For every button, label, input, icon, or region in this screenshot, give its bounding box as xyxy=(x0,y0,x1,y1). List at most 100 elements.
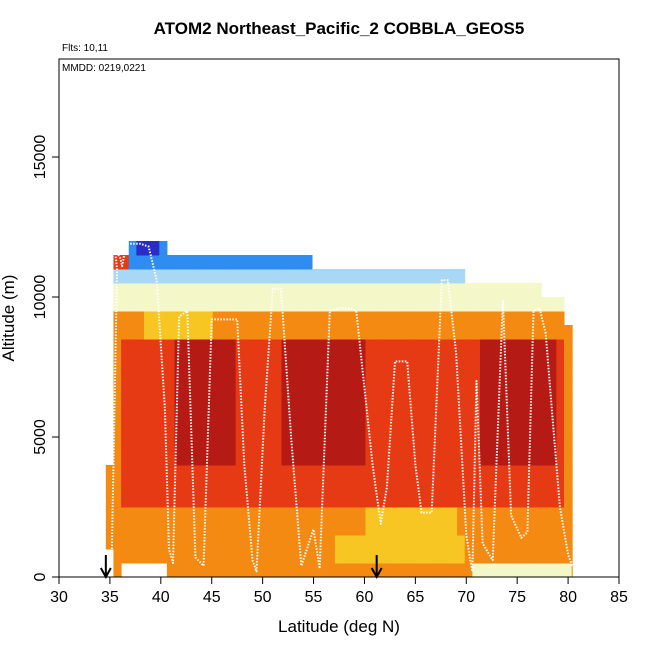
heatmap-cell xyxy=(403,493,412,508)
heatmap-cell xyxy=(144,437,153,452)
heatmap-cell xyxy=(495,535,504,550)
heatmap-cell xyxy=(495,507,504,522)
heatmap-cell xyxy=(144,353,153,368)
heatmap-cell xyxy=(250,521,260,536)
heatmap-cell xyxy=(334,535,344,550)
heatmap-cell xyxy=(144,367,153,382)
heatmap-cell xyxy=(373,339,382,354)
heatmap-cell xyxy=(182,479,191,494)
heatmap-cell xyxy=(289,563,298,578)
heatmap-cell xyxy=(396,563,405,578)
heatmap-cell xyxy=(472,339,481,354)
heatmap-cell xyxy=(357,423,366,438)
heatmap-cell xyxy=(441,465,450,480)
heatmap-cell xyxy=(296,549,305,564)
heatmap-cell xyxy=(189,255,198,270)
heatmap-cell xyxy=(289,325,298,340)
heatmap-cell xyxy=(243,353,252,368)
heatmap-cell xyxy=(220,381,229,396)
heatmap-cell xyxy=(365,493,374,508)
heatmap-cell xyxy=(571,409,573,424)
heatmap-cell xyxy=(327,465,336,480)
heatmap-cell xyxy=(189,437,198,452)
heatmap-cell xyxy=(556,381,565,396)
heatmap-cell xyxy=(258,283,267,298)
heatmap-cell xyxy=(182,283,191,298)
heatmap-cell xyxy=(205,255,214,270)
heatmap-cell xyxy=(205,325,214,340)
heatmap-cell xyxy=(472,493,481,508)
heatmap-cell xyxy=(128,241,137,256)
heatmap-cell xyxy=(464,311,473,326)
heatmap-cell xyxy=(396,353,405,368)
flights-label: Flts: 10,11 xyxy=(62,43,108,54)
heatmap-cell xyxy=(235,395,244,410)
heatmap-cell xyxy=(495,549,504,564)
heatmap-cell xyxy=(220,535,229,550)
heatmap-cell xyxy=(472,479,481,494)
heatmap-cell xyxy=(502,451,512,466)
heatmap-cell xyxy=(166,563,176,578)
heatmap-cell xyxy=(205,493,214,508)
heatmap-cell xyxy=(418,339,428,354)
heatmap-cell xyxy=(411,395,420,410)
heatmap-cell xyxy=(533,283,542,298)
heatmap-cell xyxy=(304,269,313,284)
heatmap-cell xyxy=(380,367,389,382)
heatmap-cell xyxy=(518,353,527,368)
heatmap-cell xyxy=(312,521,321,536)
y-tick-label: 15000 xyxy=(32,135,49,180)
heatmap-cell xyxy=(342,353,351,368)
heatmap-cell xyxy=(220,521,229,536)
heatmap-cell xyxy=(525,297,534,312)
heatmap-cell xyxy=(151,395,160,410)
heatmap-cell xyxy=(434,269,443,284)
heatmap-cell xyxy=(365,535,374,550)
heatmap-cell xyxy=(113,549,122,564)
heatmap-cell xyxy=(487,549,496,564)
heatmap-cell xyxy=(159,549,168,564)
heatmap-cell xyxy=(533,395,542,410)
heatmap-cell xyxy=(480,549,489,564)
heatmap-cell xyxy=(380,311,389,326)
heatmap-cell xyxy=(113,423,122,438)
heatmap-cell xyxy=(136,549,145,564)
heatmap-cell xyxy=(350,535,359,550)
heatmap-cell xyxy=(388,479,397,494)
heatmap-cell xyxy=(533,549,542,564)
heatmap-cell xyxy=(144,381,153,396)
heatmap-cell xyxy=(441,325,450,340)
heatmap-cell xyxy=(525,563,534,578)
heatmap-cell xyxy=(136,535,145,550)
heatmap-cell xyxy=(533,381,542,396)
heatmap-cell xyxy=(434,451,443,466)
heatmap-cell xyxy=(449,297,458,312)
heatmap-cell xyxy=(434,493,443,508)
heatmap-cell xyxy=(327,493,336,508)
heatmap-cell xyxy=(151,535,160,550)
heatmap-cell xyxy=(457,535,466,550)
heatmap-cell xyxy=(571,339,573,354)
heatmap-cell xyxy=(304,507,313,522)
heatmap-cell xyxy=(174,465,183,480)
heatmap-cell xyxy=(250,549,260,564)
heatmap-cell xyxy=(312,381,321,396)
heatmap-cell xyxy=(197,479,206,494)
heatmap-cell xyxy=(205,549,214,564)
heatmap-cell xyxy=(487,311,496,326)
heatmap-cell xyxy=(541,395,550,410)
heatmap-cell xyxy=(312,437,321,452)
heatmap-cell xyxy=(472,297,481,312)
heatmap-cell xyxy=(159,339,168,354)
x-tick-label: 70 xyxy=(457,589,475,606)
heatmap-cell xyxy=(388,493,397,508)
heatmap-cell xyxy=(144,507,153,522)
heatmap-cell xyxy=(426,283,435,298)
heatmap-cell xyxy=(197,367,206,382)
heatmap-cell xyxy=(296,409,305,424)
heatmap-cell xyxy=(441,283,450,298)
heatmap-cell xyxy=(273,269,282,284)
heatmap-cell xyxy=(250,311,260,326)
heatmap-cell xyxy=(273,395,282,410)
